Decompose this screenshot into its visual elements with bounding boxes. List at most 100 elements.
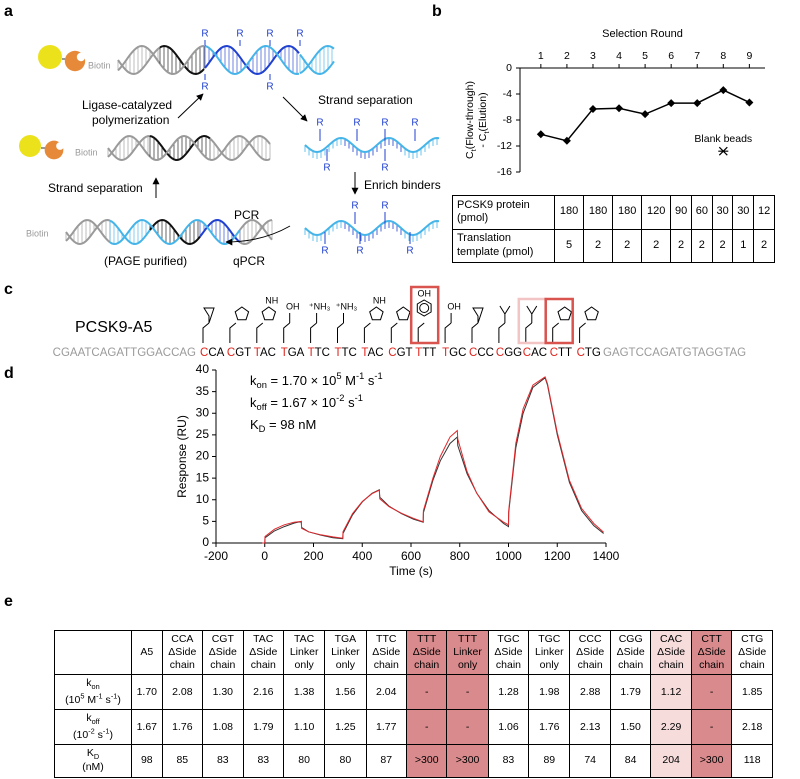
text-segment: (Flow-through)	[464, 81, 476, 149]
cell: 1.76	[161, 709, 204, 746]
column-header: CGG ΔSide chain	[609, 629, 652, 676]
point	[667, 99, 676, 108]
linker-stub	[471, 322, 479, 343]
header-row: A5 CCA ΔSide chain CGT ΔSide chain TAC ΔSide chai…	[54, 629, 773, 676]
cell: 60	[690, 195, 713, 230]
strand	[304, 136, 440, 154]
text-segment: D	[93, 752, 100, 762]
label-line: (pmol)	[457, 212, 489, 225]
y-tick-label: 0	[506, 62, 512, 74]
r-label: R	[236, 29, 243, 40]
sensorgram	[262, 376, 604, 544]
text-segment: D	[259, 424, 266, 434]
header-line: A5	[140, 646, 154, 659]
panel-label: c	[4, 281, 13, 298]
side-chain	[499, 305, 511, 323]
left-flank: CGAATCAGATTGGACCAG	[52, 347, 196, 359]
text-segment: on	[91, 682, 100, 692]
header-line: only	[294, 659, 314, 672]
cell: 89	[528, 744, 571, 778]
cell: 12	[753, 195, 775, 230]
column-header: TTT ΔSide chain	[405, 629, 448, 676]
cell: 1.79	[609, 674, 652, 711]
y-tick-label: -8	[503, 114, 512, 126]
text-segment: K	[86, 747, 94, 760]
cell: 2	[583, 228, 614, 263]
text-segment: (10	[65, 694, 81, 707]
side-chain-label: OH	[417, 288, 431, 298]
y-tick-label: -12	[497, 140, 512, 152]
codon: CTG	[576, 347, 601, 359]
header-line: ΔSide	[168, 646, 197, 659]
side-chain	[234, 306, 250, 321]
label-line: koff	[86, 712, 99, 726]
linker-stub	[552, 322, 560, 343]
cell: 30	[711, 195, 734, 230]
text-segment: s	[102, 694, 111, 707]
text-segment: k	[250, 373, 257, 388]
r-label: R	[381, 118, 388, 129]
label-line: PCSK9 protein	[457, 198, 530, 211]
text-segment: t	[469, 148, 478, 151]
header-line: ΔSide	[697, 646, 726, 659]
codon: TGA	[280, 347, 305, 359]
cell: 2	[753, 228, 775, 263]
table-row: koff (10-2 s-1) 1.67 1.76 1.08 1.79 1.10 1.25 1.…	[54, 709, 773, 746]
codon: TTC	[334, 347, 357, 359]
r-label: R	[351, 201, 358, 212]
cell: 1.25	[324, 709, 367, 746]
bead	[19, 135, 41, 157]
r-label: R	[381, 201, 388, 212]
x-tick-label: 5	[642, 50, 648, 62]
codon: TTT	[415, 347, 437, 359]
r-label: R	[411, 118, 418, 129]
cell: 120	[641, 195, 672, 230]
cell: 1.98	[528, 674, 571, 711]
corner-cell	[54, 629, 132, 676]
step-label: qPCR	[233, 254, 265, 268]
header-line: only	[335, 659, 356, 672]
cell: 204	[650, 744, 692, 778]
codon: TAC	[361, 347, 384, 359]
text-segment: k	[250, 395, 257, 410]
x-tick-label: 9	[746, 50, 752, 62]
r-label: R	[356, 246, 363, 257]
column-header: TAC ΔSide chain	[242, 629, 285, 676]
x-tick-label: 1000	[495, 549, 522, 563]
biotin-label: Biotin	[26, 228, 49, 238]
text-segment: on	[257, 380, 267, 390]
codon: CTT	[549, 347, 573, 359]
cell: >300	[405, 744, 448, 778]
text-segment: (Elution)	[477, 92, 489, 131]
side-chain-label: ⁺NH₃	[336, 301, 358, 311]
side-chain	[203, 307, 215, 324]
text-segment: -1	[96, 691, 103, 701]
linker-stub	[417, 322, 425, 343]
helix-strand	[107, 135, 151, 158]
x-tick-label: 3	[590, 50, 596, 62]
linker-stub	[310, 322, 317, 343]
side-chain	[261, 306, 277, 321]
row-label: PCSK9 protein (pmol)	[452, 195, 555, 230]
linker-stub	[337, 322, 344, 343]
cell: 1.77	[365, 709, 407, 746]
side-chain-label: ⁺NH₃	[309, 301, 331, 311]
y-tick-label: -4	[503, 88, 512, 100]
text-segment: = 98 nM	[265, 417, 316, 432]
column-header: TTT Linker only	[446, 629, 489, 676]
cell: 83	[487, 744, 530, 778]
cell: 1.12	[650, 674, 692, 711]
helix-strand	[159, 45, 205, 76]
helix-strand	[149, 219, 201, 246]
text-segment: K	[250, 417, 259, 432]
header-line: Linker	[535, 646, 564, 659]
text-segment: off	[257, 402, 268, 412]
cell: 1.85	[731, 674, 773, 711]
header-line: chain	[658, 659, 684, 672]
panel-label: b	[432, 3, 442, 20]
header-line: TTT	[417, 633, 437, 645]
text-segment: t	[482, 131, 491, 134]
linker-stub	[283, 322, 291, 343]
helix-strand	[149, 218, 201, 246]
